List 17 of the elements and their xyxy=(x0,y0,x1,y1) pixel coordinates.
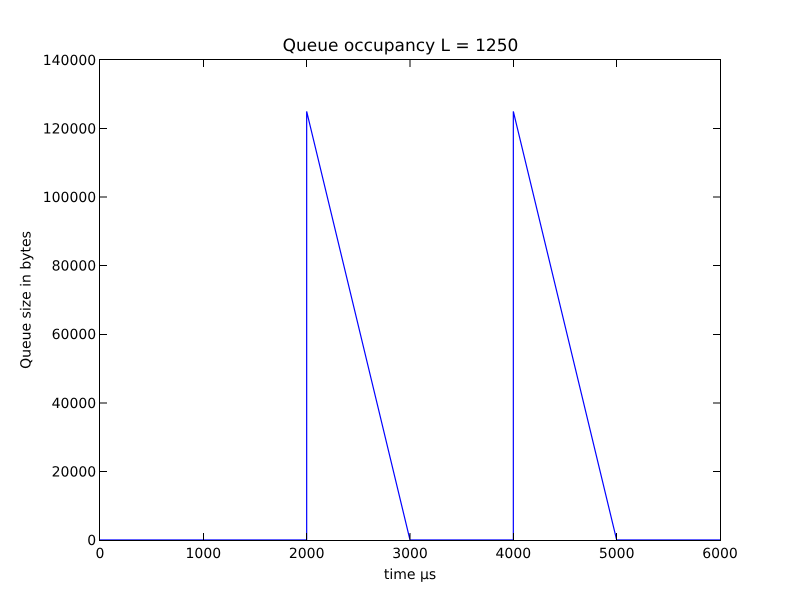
x-tick-label: 4000 xyxy=(496,546,532,562)
x-tick-label: 5000 xyxy=(598,546,634,562)
y-tick-label: 60000 xyxy=(52,327,96,344)
y-tick-label: 120000 xyxy=(42,121,96,138)
x-axis-title: time μs xyxy=(384,567,436,584)
y-tick-label: 0 xyxy=(87,532,96,549)
y-tick-label: 80000 xyxy=(52,258,96,275)
x-tick-label: 6000 xyxy=(702,546,738,562)
y-axis-title: Queue size in bytes xyxy=(18,231,34,369)
y-tick-label: 40000 xyxy=(52,396,96,412)
y-tick-label: 140000 xyxy=(42,52,96,69)
y-tick-label: 20000 xyxy=(52,464,96,480)
y-tick-label: 100000 xyxy=(42,190,96,206)
chart-title: Queue occupancy L = 1250 xyxy=(282,36,518,56)
x-tick-label: 1000 xyxy=(186,546,222,562)
x-tick-label: 2000 xyxy=(288,546,324,562)
x-tick-label: 3000 xyxy=(392,546,428,562)
